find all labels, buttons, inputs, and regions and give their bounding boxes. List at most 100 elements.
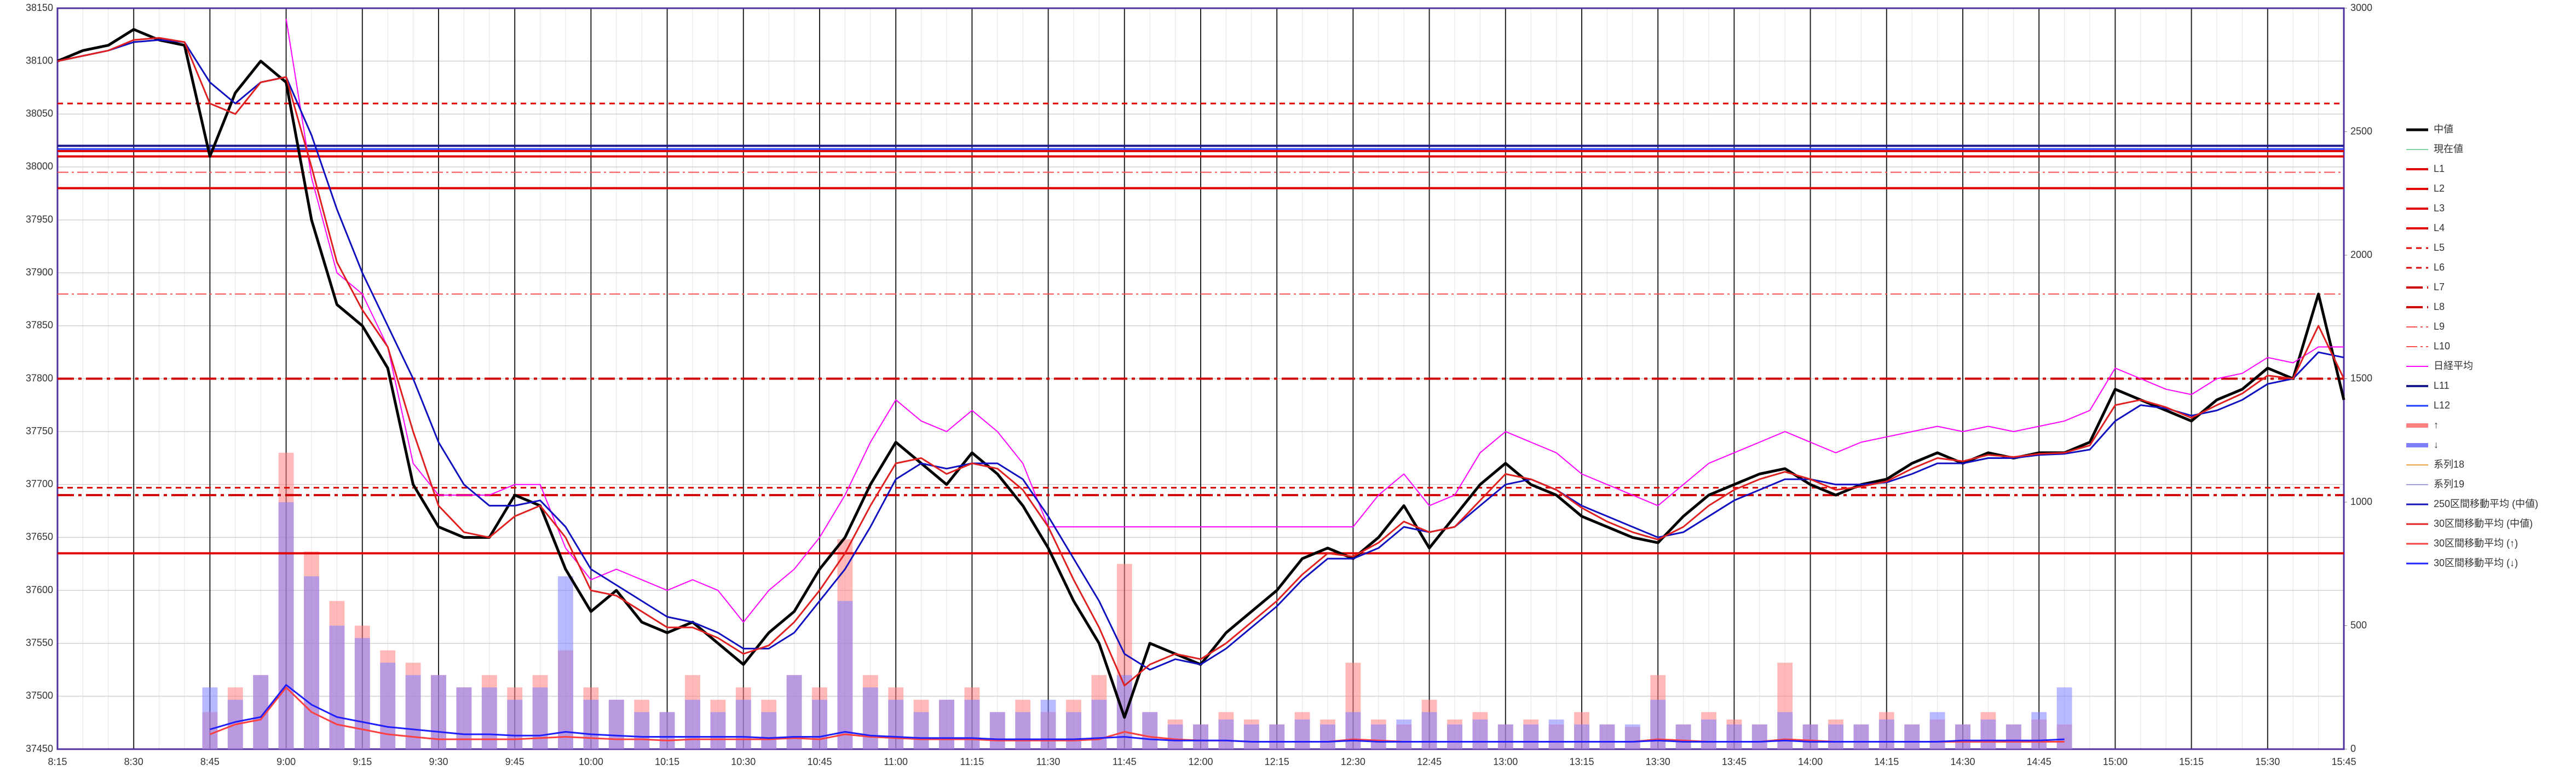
legend-label: 250区間移動平均 (中値) xyxy=(2434,498,2538,509)
legend-label: 系列18 xyxy=(2434,459,2464,470)
volume-bar xyxy=(761,712,777,749)
legend-label: 30区間移動平均 (中値) xyxy=(2434,518,2533,529)
legend-label: L4 xyxy=(2434,222,2445,233)
volume-bar xyxy=(913,712,929,749)
volume-bar xyxy=(354,638,370,749)
volume-bar xyxy=(2031,712,2047,749)
volume-bar xyxy=(1447,724,1462,749)
volume-bar xyxy=(1142,712,1158,749)
volume-bar xyxy=(1599,724,1615,749)
x-tick-label: 10:15 xyxy=(655,756,679,767)
y-tick-label: 37700 xyxy=(26,479,53,490)
volume-bar xyxy=(1751,724,1767,749)
volume-bar xyxy=(507,699,523,749)
volume-bar xyxy=(1472,719,1488,749)
legend-label: L1 xyxy=(2434,163,2445,174)
volume-bar xyxy=(1320,724,1335,749)
series-line xyxy=(285,19,2344,623)
x-tick-label: 11:30 xyxy=(1036,756,1061,767)
series-line xyxy=(57,37,2345,687)
volume-bar xyxy=(1243,724,1259,749)
x-tick-label: 10:45 xyxy=(807,756,832,767)
volume-bar xyxy=(1777,712,1793,749)
volume-bar xyxy=(1193,724,1208,749)
volume-bar xyxy=(1904,724,1920,749)
y-tick-label: 37450 xyxy=(26,743,53,754)
legend-label: 30区間移動平均 (↓) xyxy=(2434,557,2518,568)
volume-bar xyxy=(1421,712,1437,749)
y2-tick-label: 2000 xyxy=(2350,249,2372,260)
volume-bar xyxy=(1650,699,1666,749)
x-tick-label: 10:00 xyxy=(579,756,603,767)
volume-bar xyxy=(1548,719,1564,749)
volume-bar xyxy=(710,712,726,749)
x-tick-label: 11:45 xyxy=(1113,756,1137,767)
x-tick-label: 8:15 xyxy=(48,756,67,767)
y-tick-label: 38000 xyxy=(26,161,53,172)
volume-bar xyxy=(304,576,319,749)
volume-bar xyxy=(1523,724,1539,749)
x-tick-label: 12:45 xyxy=(1417,756,1442,767)
volume-bar xyxy=(532,687,548,749)
volume-bar xyxy=(1574,724,1589,749)
volume-bar xyxy=(380,663,396,749)
volume-bar xyxy=(1396,719,1412,749)
x-tick-label: 13:00 xyxy=(1493,756,1518,767)
series-line xyxy=(57,39,2344,671)
legend-label: L9 xyxy=(2434,321,2445,332)
y2-tick-label: 0 xyxy=(2350,743,2356,754)
y-tick-label: 37500 xyxy=(26,690,53,701)
volume-bar xyxy=(1370,724,1386,749)
legend-label: 系列19 xyxy=(2434,479,2464,490)
x-tick-label: 12:15 xyxy=(1265,756,1289,767)
x-tick-label: 10:30 xyxy=(731,756,756,767)
legend-label: ↓ xyxy=(2434,439,2439,450)
volume-bar xyxy=(1218,719,1234,749)
volume-bar xyxy=(989,712,1005,749)
volume-bar xyxy=(583,699,599,749)
volume-bar xyxy=(735,699,751,749)
legend-label: L11 xyxy=(2434,380,2450,391)
volume-bar xyxy=(1269,724,1285,749)
volume-bar xyxy=(888,699,904,749)
volume-bar xyxy=(1091,699,1107,749)
volume-bar xyxy=(1294,719,1310,749)
volume-bar xyxy=(1624,724,1640,749)
volume-bar xyxy=(812,699,827,749)
volume-bar xyxy=(2006,724,2021,749)
x-tick-label: 9:15 xyxy=(353,756,372,767)
legend-label: L7 xyxy=(2434,281,2445,292)
x-tick-label: 11:00 xyxy=(884,756,908,767)
volume-bar xyxy=(1345,712,1361,749)
legend-label: 現在値 xyxy=(2434,143,2463,154)
y-tick-label: 37750 xyxy=(26,426,53,436)
y-tick-label: 38050 xyxy=(26,108,53,119)
volume-bar xyxy=(1675,724,1691,749)
x-tick-label: 9:30 xyxy=(429,756,448,767)
volume-bar xyxy=(1701,719,1716,749)
volume-bar xyxy=(1929,712,1945,749)
legend-label: L2 xyxy=(2434,183,2445,194)
y2-tick-label: 2500 xyxy=(2350,125,2372,136)
y-tick-label: 37900 xyxy=(26,267,53,278)
volume-bar xyxy=(202,687,218,749)
y-tick-label: 37850 xyxy=(26,320,53,331)
x-tick-label: 12:00 xyxy=(1188,756,1213,767)
volume-bar xyxy=(1980,719,1996,749)
x-tick-label: 12:30 xyxy=(1341,756,1365,767)
legend-label: 日経平均 xyxy=(2434,360,2473,371)
y-tick-label: 37950 xyxy=(26,214,53,225)
x-tick-label: 15:45 xyxy=(2331,756,2356,767)
volume-bar xyxy=(1066,712,1081,749)
volume-bar xyxy=(558,576,573,749)
y-tick-label: 37550 xyxy=(26,637,53,648)
volume-bar xyxy=(1015,712,1031,749)
x-tick-label: 15:00 xyxy=(2103,756,2128,767)
y2-tick-label: 500 xyxy=(2350,619,2367,630)
volume-bar xyxy=(862,687,878,749)
y2-tick-label: 3000 xyxy=(2350,2,2372,13)
volume-bar xyxy=(1828,724,1843,749)
